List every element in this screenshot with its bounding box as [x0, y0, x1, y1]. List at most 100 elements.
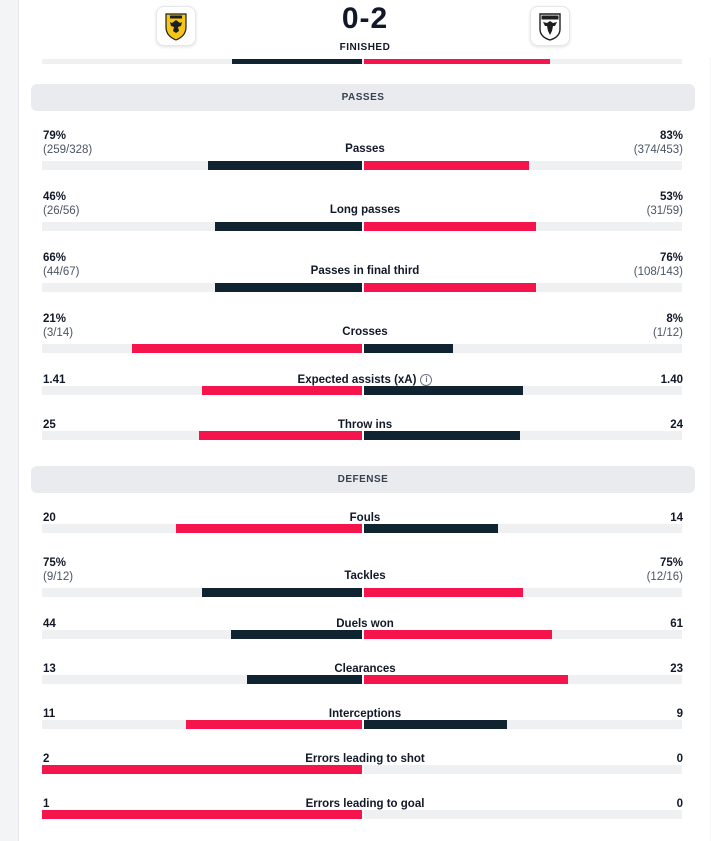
home-value: 79% [43, 130, 67, 142]
stat-label: Throw ins [19, 419, 711, 431]
home-value: 1 [43, 798, 50, 810]
stat-label: Passes [19, 143, 711, 155]
stat-label-text: Crosses [342, 326, 388, 338]
away-value: 83% [659, 130, 683, 142]
info-icon[interactable]: i [420, 374, 433, 386]
home-bar-track [42, 588, 362, 597]
stat-label-text: Interceptions [328, 708, 402, 720]
stat-label-text: Errors leading to goal [305, 798, 425, 810]
away-bar-track [364, 431, 682, 440]
stat-label-text: Passes [345, 143, 385, 155]
home-value: 21% [43, 313, 67, 325]
home-bar-track [42, 222, 362, 231]
section-passes-header: PASSES [31, 84, 695, 111]
home-bar-track [42, 161, 362, 170]
away-bar-track [364, 810, 682, 819]
home-bar-track [42, 431, 362, 440]
away-value: 0 [676, 798, 683, 810]
stat-label-text: Duels won [336, 618, 394, 630]
home-value: 20 [43, 512, 56, 524]
stat-label: Long passes [19, 204, 711, 216]
stat-label-text: Tackles [344, 570, 386, 582]
match-stats-card: 0-2 FINISHED PASSES 79% 83% (259/328) (374/… [18, 0, 711, 841]
away-bar-fill [364, 720, 507, 729]
away-sub-value: (31/59) [646, 205, 683, 217]
away-value: 75% [659, 557, 683, 569]
away-bar-track [364, 524, 682, 533]
away-bar-fill [364, 161, 529, 170]
stat-label-text: Clearances [334, 663, 396, 675]
stat-label-text: Fouls [349, 512, 381, 524]
away-sub-value: (108/143) [633, 266, 683, 278]
away-bar-fill [364, 588, 523, 597]
away-sub-value: (12/16) [646, 571, 683, 583]
away-bar-track [364, 720, 682, 729]
home-bar-fill [42, 810, 362, 819]
stat-label: Crosses [19, 326, 711, 338]
home-value: 13 [43, 663, 56, 675]
away-value: 24 [670, 419, 683, 431]
away-value: 1.40 [660, 374, 683, 386]
home-value: 44 [43, 618, 56, 630]
away-bar-track [364, 344, 682, 353]
away-bar-fill [364, 524, 498, 533]
home-bar-fill [202, 386, 362, 395]
previous-stat-bar [42, 59, 682, 64]
home-bar-track [42, 386, 362, 395]
away-value: 0 [676, 753, 683, 765]
home-value: 75% [43, 557, 67, 569]
away-team-logo[interactable] [530, 6, 570, 46]
stat-label: Errors leading to goal [19, 798, 711, 810]
match-header: 0-2 FINISHED [19, 0, 711, 58]
home-sub-value: (44/67) [43, 266, 80, 278]
away-value: 53% [659, 191, 683, 203]
home-value: 11 [43, 708, 56, 720]
home-bar-fill [176, 524, 362, 533]
home-team-logo[interactable] [156, 6, 196, 46]
home-bar-fill [247, 675, 362, 684]
home-value: 1.41 [43, 374, 66, 386]
home-bar-track [42, 810, 362, 819]
stat-label: Duels won [19, 618, 711, 630]
away-bar-track [364, 222, 682, 231]
stat-label: Tackles [19, 570, 711, 582]
away-bar-track [364, 588, 682, 597]
stat-label: Interceptions [19, 708, 711, 720]
away-bar-track [364, 630, 682, 639]
away-sub-value: (374/453) [633, 144, 683, 156]
away-value: 8% [666, 313, 683, 325]
away-bar-track [364, 386, 682, 395]
previous-stat-home-fill [232, 59, 362, 64]
match-score: 0-2 [341, 2, 389, 35]
away-bar-fill [364, 386, 523, 395]
stat-label-text: Long passes [329, 204, 401, 216]
away-bar-fill [364, 675, 568, 684]
away-bar-track [364, 161, 682, 170]
aek-crest-icon [165, 13, 187, 41]
home-bar-fill [231, 630, 362, 639]
home-bar-fill [132, 344, 362, 353]
home-sub-value: (3/14) [43, 327, 74, 339]
home-bar-fill [186, 720, 362, 729]
home-value: 25 [43, 419, 56, 431]
home-sub-value: (26/56) [43, 205, 80, 217]
away-bar-fill [364, 630, 552, 639]
home-bar-fill [202, 588, 362, 597]
away-bar-fill [364, 283, 536, 292]
away-bar-fill [364, 431, 520, 440]
home-value: 66% [43, 252, 67, 264]
stat-label: Fouls [19, 512, 711, 524]
away-bar-fill [364, 344, 453, 353]
stat-label: Expected assists (xA) i [19, 374, 711, 386]
away-value: 61 [670, 618, 683, 630]
home-bar-fill [42, 765, 362, 774]
previous-stat-away-fill [364, 59, 550, 64]
away-value: 14 [670, 512, 683, 524]
home-sub-value: (259/328) [43, 144, 93, 156]
stat-label: Errors leading to shot [19, 753, 711, 765]
home-bar-track [42, 675, 362, 684]
stat-label-text: Throw ins [337, 419, 393, 431]
away-sub-value: (1/12) [652, 327, 683, 339]
away-bar-track [364, 765, 682, 774]
away-bar-track [364, 675, 682, 684]
